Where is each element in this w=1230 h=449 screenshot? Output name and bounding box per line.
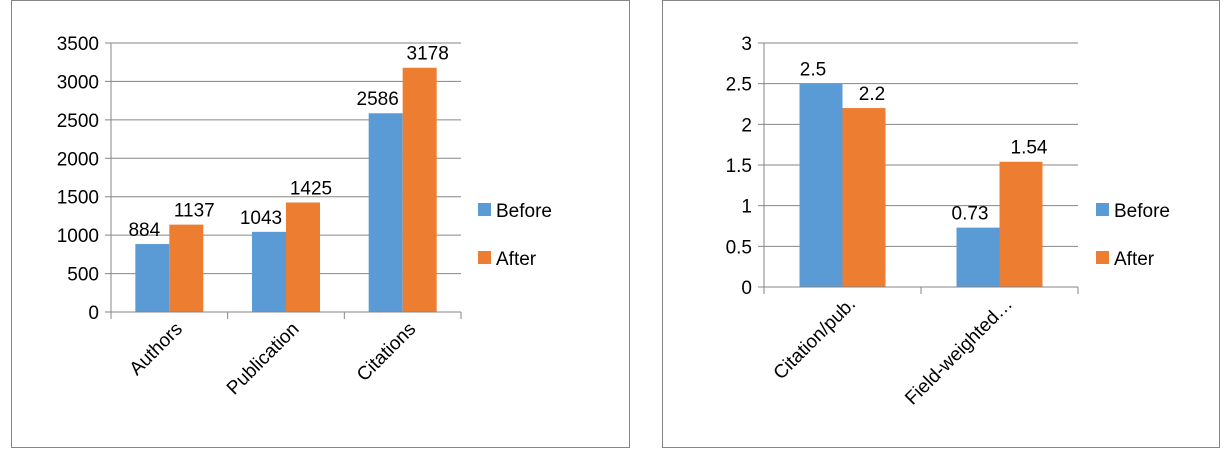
data-label: 2.2 [859, 84, 885, 105]
bar-before [956, 227, 1000, 287]
legend-swatch-after [478, 251, 491, 264]
y-tick-label: 0.5 [726, 237, 752, 258]
bar-before [799, 83, 843, 288]
data-label: 1043 [240, 208, 282, 229]
data-label: 1.54 [1011, 138, 1048, 159]
bar-before [368, 113, 403, 312]
legend-label-after: After [1114, 249, 1155, 270]
legend-swatch-before [478, 203, 491, 216]
data-label: 2.5 [800, 60, 826, 81]
bar-after [169, 224, 204, 312]
y-tick-label: 0 [88, 303, 99, 324]
bar-before [252, 231, 286, 312]
bar-chart-right: 0 0.5 1 1.5 2 2.5 3 2.5 2.2 Citation/pub. 0.73 1.54… [726, 34, 1170, 410]
y-tick-label: 3000 [57, 72, 99, 93]
y-tick-label: 1 [741, 197, 752, 218]
y-tick-label: 1500 [57, 188, 99, 209]
legend-label-before: Before [496, 201, 552, 222]
bar-before [135, 244, 170, 312]
data-label: 1137 [174, 201, 215, 222]
x-category-label: Publication [223, 319, 304, 400]
data-label: 0.73 [952, 204, 989, 225]
x-category-label: Citations [353, 319, 420, 386]
x-category-label: Citation/pub. [770, 294, 860, 384]
data-label: 1425 [290, 178, 332, 199]
y-tick-label: 2000 [57, 149, 99, 170]
y-tick-label: 500 [67, 265, 99, 286]
bar-after [999, 161, 1043, 287]
y-tick-label: 0 [741, 278, 752, 299]
y-tick-label: 2.5 [726, 75, 752, 96]
x-category-label: Authors [126, 319, 187, 380]
data-label: 884 [128, 220, 160, 241]
x-category-label: Field-weighted… [901, 294, 1017, 410]
bar-after [286, 202, 320, 312]
legend-swatch-before [1096, 203, 1109, 216]
data-label: 2586 [357, 89, 399, 110]
bar-chart-left: 0 500 1000 1500 2000 2500 3000 3500 884 1137 Autho… [57, 34, 552, 400]
data-label: 3178 [407, 44, 449, 65]
legend-label-after: After [496, 249, 537, 270]
y-tick-label: 2500 [57, 111, 99, 132]
y-tick-label: 2 [741, 115, 752, 136]
bar-after [842, 108, 886, 287]
chart-panel-left: 0 500 1000 1500 2000 2500 3000 3500 884 1137 Autho… [11, 0, 630, 448]
y-tick-label: 3 [741, 34, 752, 55]
y-tick-label: 1.5 [726, 156, 752, 177]
legend-label-before: Before [1114, 201, 1170, 222]
legend-swatch-after [1096, 251, 1109, 264]
bar-after [402, 67, 437, 312]
chart-panel-right: 0 0.5 1 1.5 2 2.5 3 2.5 2.2 Citation/pub. 0.73 1.54… [662, 0, 1220, 448]
y-tick-label: 3500 [57, 34, 99, 55]
y-tick-label: 1000 [57, 226, 99, 247]
